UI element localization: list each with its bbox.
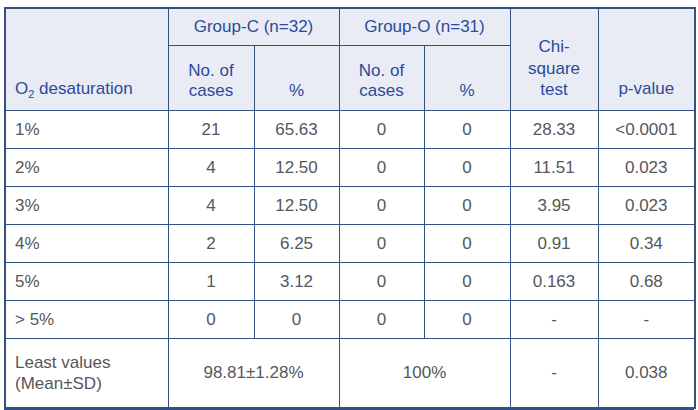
table-row-3pct: 3% 4 12.50 0 0 3.95 0.023	[5, 187, 695, 225]
col-header-group-c: Group-C (n=32)	[168, 8, 339, 46]
c-pct-cell: 6.25	[254, 225, 339, 263]
row-label: 3%	[5, 187, 168, 225]
o-cases-cell: 0	[339, 225, 424, 263]
chi-cell: -	[510, 339, 598, 409]
p-cell: 0.023	[598, 187, 695, 225]
o2-rest: desaturation	[34, 79, 132, 98]
row-label: 4%	[5, 225, 168, 263]
o-pct-cell: 0	[424, 111, 510, 149]
chi-cell: -	[510, 301, 598, 339]
group-c-summary-cell: 98.81±1.28%	[168, 339, 339, 409]
c-cases-cell: 4	[168, 187, 254, 225]
chi-cell: 28.33	[510, 111, 598, 149]
c-cases-cell: 0	[168, 301, 254, 339]
c-pct-cell: 3.12	[254, 263, 339, 301]
col-header-chi-square: Chi-square test	[510, 8, 598, 111]
c-pct-cell: 0	[254, 301, 339, 339]
table-figure: O2 desaturation Group-C (n=32) Group-O (…	[4, 7, 694, 410]
chi-cell: 0.163	[510, 263, 598, 301]
o-cases-cell: 0	[339, 187, 424, 225]
chi-cell: 0.91	[510, 225, 598, 263]
o-pct-cell: 0	[424, 149, 510, 187]
chi-cell: 11.51	[510, 149, 598, 187]
c-cases-cell: 4	[168, 149, 254, 187]
table-row-least-values: Least values (Mean±SD) 98.81±1.28% 100% …	[5, 339, 695, 409]
c-pct-cell: 12.50	[254, 149, 339, 187]
row-label: Least values (Mean±SD)	[5, 339, 168, 409]
p-cell: 0.038	[598, 339, 695, 409]
table-row-4pct: 4% 2 6.25 0 0 0.91 0.34	[5, 225, 695, 263]
group-o-summary-cell: 100%	[339, 339, 510, 409]
col-header-group-o: Group-O (n=31)	[339, 8, 510, 46]
o-cases-cell: 0	[339, 111, 424, 149]
o-pct-cell: 0	[424, 263, 510, 301]
o-cases-cell: 0	[339, 149, 424, 187]
col-header-o2-desaturation: O2 desaturation	[5, 8, 168, 111]
table-row-2pct: 2% 4 12.50 0 0 11.51 0.023	[5, 149, 695, 187]
c-pct-cell: 65.63	[254, 111, 339, 149]
o2-element: O	[15, 79, 28, 98]
table-row-5pct: 5% 1 3.12 0 0 0.163 0.68	[5, 263, 695, 301]
table-row-1pct: 1% 21 65.63 0 0 28.33 <0.0001	[5, 111, 695, 149]
col-header-o-pct: %	[424, 46, 510, 111]
p-cell: 0.34	[598, 225, 695, 263]
row-label: > 5%	[5, 301, 168, 339]
c-cases-cell: 2	[168, 225, 254, 263]
o-pct-cell: 0	[424, 225, 510, 263]
row-label: 5%	[5, 263, 168, 301]
p-cell: -	[598, 301, 695, 339]
c-cases-cell: 1	[168, 263, 254, 301]
c-cases-cell: 21	[168, 111, 254, 149]
p-cell: 0.023	[598, 149, 695, 187]
c-pct-cell: 12.50	[254, 187, 339, 225]
col-header-c-cases: No. of cases	[168, 46, 254, 111]
row-label: 2%	[5, 149, 168, 187]
o-cases-cell: 0	[339, 263, 424, 301]
header-row-groups: O2 desaturation Group-C (n=32) Group-O (…	[5, 8, 695, 46]
p-cell: 0.68	[598, 263, 695, 301]
col-header-o-cases: No. of cases	[339, 46, 424, 111]
o-pct-cell: 0	[424, 187, 510, 225]
o-pct-cell: 0	[424, 301, 510, 339]
col-header-c-pct: %	[254, 46, 339, 111]
col-header-p-value: p-value	[598, 8, 695, 111]
o-cases-cell: 0	[339, 301, 424, 339]
row-label: 1%	[5, 111, 168, 149]
desaturation-incidence-table: O2 desaturation Group-C (n=32) Group-O (…	[4, 7, 696, 409]
chi-cell: 3.95	[510, 187, 598, 225]
chi-square-label: Chi-square test	[525, 36, 583, 101]
table-row-gt5pct: > 5% 0 0 0 0 - -	[5, 301, 695, 339]
p-cell: <0.0001	[598, 111, 695, 149]
